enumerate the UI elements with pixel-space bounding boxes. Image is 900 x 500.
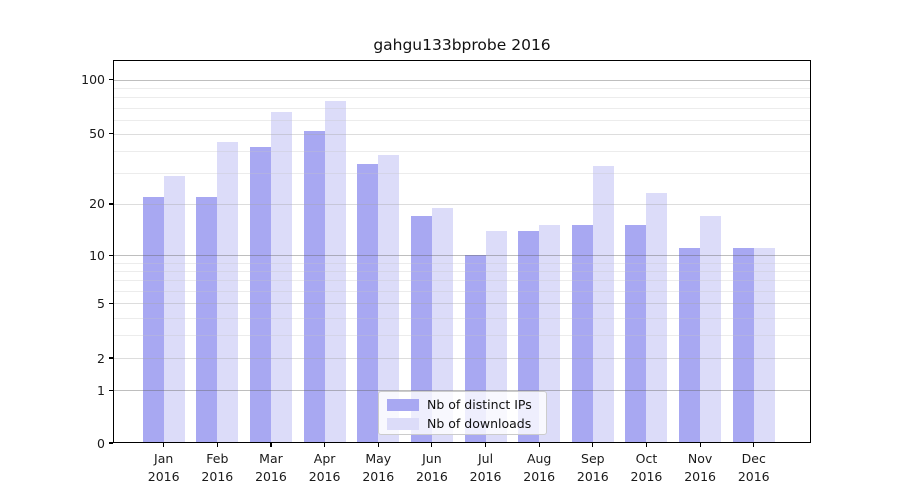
- y-tick-label-50: 50: [89, 126, 105, 142]
- x-tick-label-jul-2016: Jul 2016: [469, 451, 502, 484]
- x-tick-mark-apr-2016: [324, 443, 326, 447]
- y-tick-mark-5: [109, 302, 113, 304]
- y-tick-mark-20: [109, 203, 113, 205]
- bar-ips-nov-2016: [679, 248, 701, 443]
- bar-downloads-sep-2016: [592, 165, 614, 443]
- bar-ips-mar-2016: [249, 147, 271, 443]
- x-tick-label-dec-2016: Dec 2016: [737, 451, 770, 484]
- bar-ips-aug-2016: [518, 230, 540, 443]
- legend-label-distinct-ips: Nb of distinct IPs: [427, 397, 532, 412]
- legend-swatch-downloads: [387, 418, 419, 430]
- bar-ips-dec-2016: [732, 248, 754, 443]
- legend-item-distinct-ips: Nb of distinct IPs: [379, 397, 546, 413]
- bar-ips-feb-2016: [196, 196, 218, 443]
- x-tick-label-oct-2016: Oct 2016: [630, 451, 663, 484]
- y-tick-label-1: 1: [97, 382, 105, 398]
- bar-ips-apr-2016: [303, 130, 325, 443]
- y-tick-label-2: 2: [97, 350, 105, 366]
- y-tick-mark-50: [109, 133, 113, 135]
- bar-ips-jan-2016: [142, 196, 164, 443]
- y-tick-label-5: 5: [97, 295, 105, 311]
- x-tick-mark-may-2016: [377, 443, 379, 447]
- bar-downloads-may-2016: [378, 154, 400, 443]
- x-tick-label-apr-2016: Apr 2016: [308, 451, 341, 484]
- y-tick-label-20: 20: [89, 196, 105, 212]
- y-tick-label-100: 100: [81, 72, 105, 88]
- x-tick-mark-aug-2016: [538, 443, 540, 447]
- x-tick-label-aug-2016: Aug 2016: [523, 451, 556, 484]
- bar-downloads-nov-2016: [700, 216, 722, 443]
- x-tick-label-sep-2016: Sep 2016: [576, 451, 609, 484]
- bar-downloads-jul-2016: [485, 230, 507, 443]
- x-tick-mark-feb-2016: [216, 443, 218, 447]
- x-tick-mark-oct-2016: [645, 443, 648, 447]
- y-tick-mark-0: [109, 442, 113, 444]
- y-tick-mark-100: [109, 79, 113, 81]
- chart-title: gahgu133bprobe 2016: [373, 36, 551, 54]
- x-tick-mark-mar-2016: [270, 443, 272, 447]
- x-tick-label-mar-2016: Mar 2016: [255, 451, 287, 484]
- x-tick-label-may-2016: May 2016: [362, 451, 395, 484]
- bar-downloads-feb-2016: [217, 141, 239, 443]
- bar-ips-oct-2016: [625, 225, 647, 443]
- legend-label-downloads: Nb of downloads: [427, 416, 532, 431]
- x-tick-mark-dec-2016: [753, 443, 755, 447]
- x-tick-mark-sep-2016: [592, 443, 594, 447]
- x-tick-mark-jul-2016: [484, 443, 487, 447]
- bar-downloads-aug-2016: [539, 225, 561, 443]
- bar-downloads-jun-2016: [431, 207, 453, 443]
- bar-downloads-dec-2016: [753, 248, 775, 443]
- bar-ips-sep-2016: [571, 225, 593, 443]
- y-tick-mark-2: [109, 357, 113, 359]
- bar-ips-jun-2016: [410, 216, 432, 443]
- bar-downloads-mar-2016: [270, 112, 292, 443]
- bar-downloads-oct-2016: [646, 193, 668, 443]
- legend: Nb of distinct IPs Nb of downloads: [378, 391, 547, 435]
- y-tick-mark-10: [109, 254, 113, 256]
- x-tick-mark-jun-2016: [431, 443, 433, 447]
- x-tick-label-nov-2016: Nov 2016: [684, 451, 716, 484]
- legend-swatch-distinct-ips: [387, 399, 419, 411]
- bar-downloads-apr-2016: [324, 101, 346, 443]
- x-tick-label-feb-2016: Feb 2016: [201, 451, 234, 484]
- legend-item-downloads: Nb of downloads: [379, 416, 546, 432]
- x-tick-mark-nov-2016: [699, 443, 701, 447]
- y-tick-label-10: 10: [89, 247, 105, 263]
- x-tick-label-jun-2016: Jun 2016: [415, 451, 448, 484]
- x-tick-label-jan-2016: Jan 2016: [147, 451, 180, 484]
- bar-ips-may-2016: [357, 163, 379, 443]
- y-tick-label-0: 0: [97, 435, 105, 451]
- bar-downloads-jan-2016: [163, 175, 185, 443]
- x-tick-mark-jan-2016: [163, 443, 165, 447]
- y-tick-mark-1: [109, 389, 113, 391]
